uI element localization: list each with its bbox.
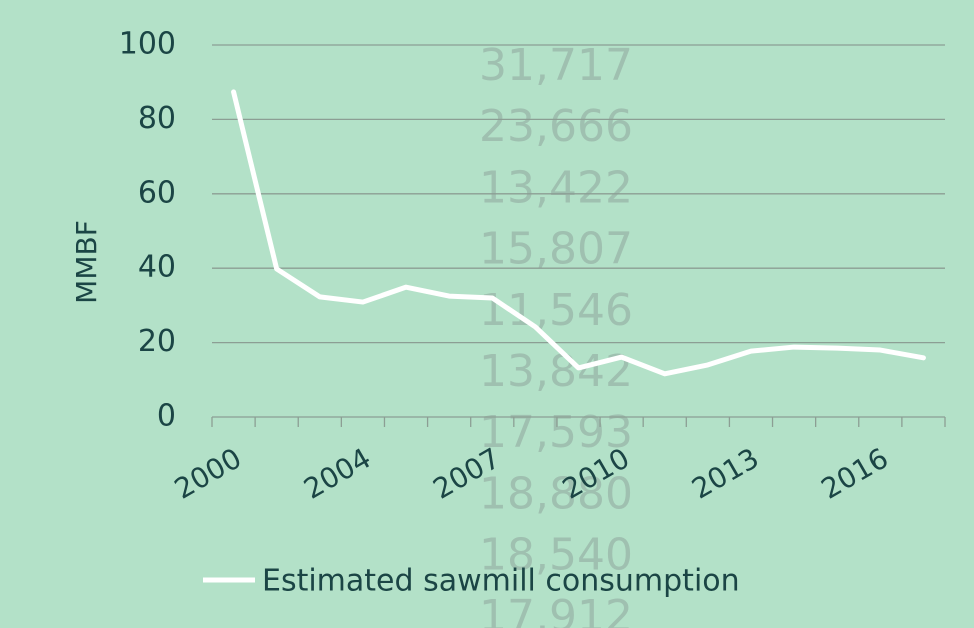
- y-tick-label: 40: [138, 250, 176, 285]
- background-cells: 31,717 23,666 13,422 15,807 11,546 13,842 17,5…: [479, 40, 633, 628]
- background-cell: 17,593: [479, 407, 633, 458]
- y-tick-label: 20: [138, 324, 176, 359]
- background-cell: 11,546: [479, 285, 633, 336]
- background-cell: 15,807: [479, 224, 633, 275]
- background-cell: 23,666: [479, 101, 633, 152]
- line: [231, 89, 926, 377]
- background-cell: 17,912: [479, 591, 633, 628]
- background-cell: 13,842: [479, 346, 633, 397]
- background-cell: 18,880: [479, 468, 633, 519]
- background-cell: 13,422: [479, 162, 633, 213]
- background-cell: 31,717: [479, 40, 633, 91]
- y-tick-label: 60: [138, 175, 176, 210]
- legend-label: Estimated sawmill consumption: [262, 564, 740, 599]
- y-tick-label: 0: [157, 399, 176, 434]
- y-tick-label: 80: [138, 101, 176, 136]
- y-tick-label: 100: [119, 27, 176, 62]
- y-axis-label: MMBF: [70, 220, 103, 304]
- background-cell: 18,540: [479, 530, 633, 581]
